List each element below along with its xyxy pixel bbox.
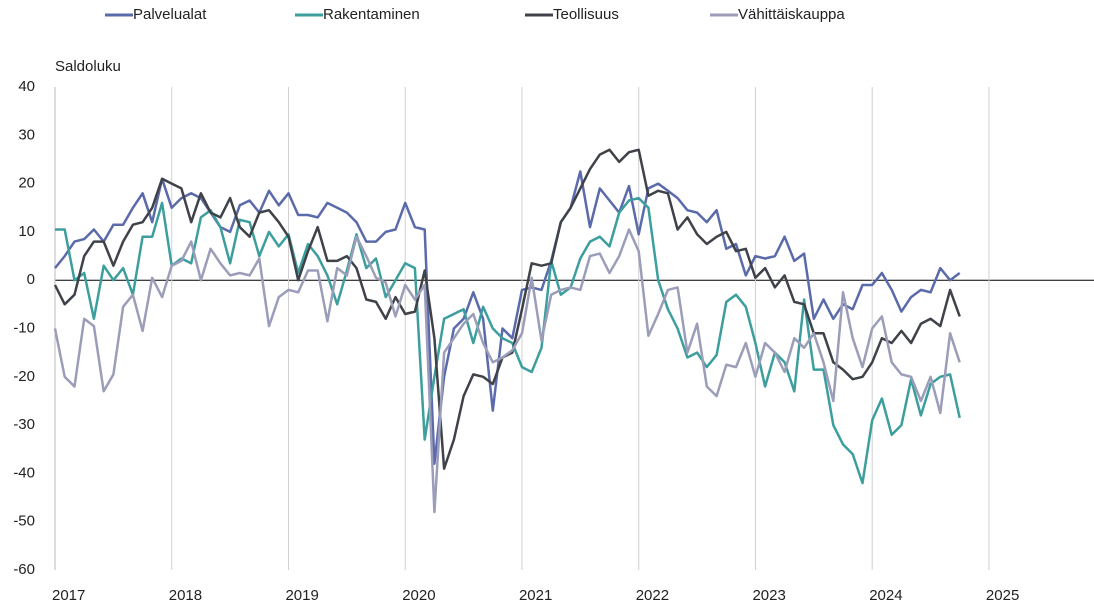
y-axis-label: Saldoluku [55,58,121,75]
y-tick-label: -30 [13,416,35,433]
y-tick-label: -40 [13,464,35,481]
y-tick-label: 10 [18,223,35,240]
x-tick-label: 2025 [986,587,1019,604]
y-tick-label: 0 [27,271,35,288]
legend-label: Vähittäiskauppa [738,6,845,23]
x-tick-label: 2019 [285,587,318,604]
x-tick-label: 2022 [636,587,669,604]
y-tick-label: -60 [13,561,35,578]
series-line [53,228,961,514]
y-tick-label: 40 [18,78,35,95]
series-line [55,196,961,485]
series-line [54,170,961,465]
x-tick-label: 2023 [752,587,785,604]
x-tick-label: 2021 [519,587,552,604]
legend-label: Teollisuus [553,6,619,23]
x-tick-label: 2017 [52,587,85,604]
x-tick-label: 2024 [869,587,902,604]
y-tick-label: 20 [18,175,35,192]
y-tick-label: -50 [13,513,35,530]
y-tick-label: -10 [13,319,35,336]
x-tick-label: 2018 [169,587,202,604]
y-tick-label: 30 [18,126,35,143]
legend-label: Palvelualat [133,6,207,23]
y-tick-label: -20 [13,368,35,385]
series-line [53,148,961,470]
legend-label: Rakentaminen [323,6,420,23]
x-tick-label: 2020 [402,587,435,604]
